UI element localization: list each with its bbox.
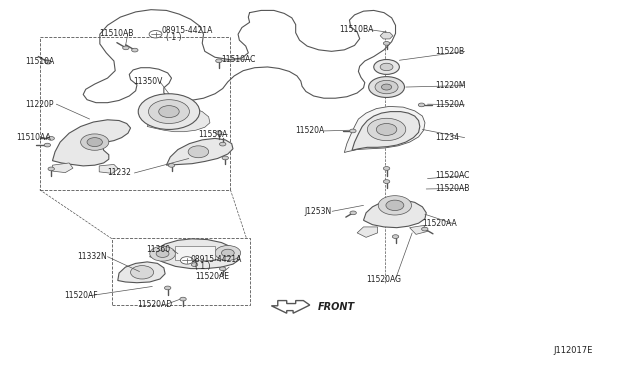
Circle shape: [374, 60, 399, 74]
Circle shape: [156, 250, 169, 257]
Polygon shape: [99, 164, 118, 173]
Polygon shape: [364, 200, 426, 228]
Polygon shape: [271, 301, 310, 313]
Text: 11520A: 11520A: [435, 100, 465, 109]
Circle shape: [48, 167, 54, 171]
Circle shape: [216, 59, 222, 62]
Text: 11520AF: 11520AF: [64, 291, 98, 300]
Circle shape: [383, 42, 390, 45]
Text: 11510AC: 11510AC: [221, 55, 255, 64]
Text: FRONT: FRONT: [318, 302, 355, 312]
Text: 11520AA: 11520AA: [422, 219, 457, 228]
Circle shape: [132, 48, 138, 52]
Circle shape: [375, 80, 398, 94]
Text: 11520AD: 11520AD: [138, 300, 173, 309]
Circle shape: [216, 131, 222, 135]
Bar: [40, 37, 230, 190]
Circle shape: [131, 266, 154, 279]
Text: 11220P: 11220P: [26, 100, 54, 109]
Circle shape: [159, 106, 179, 118]
Polygon shape: [352, 112, 420, 150]
Text: 11220M: 11220M: [435, 81, 466, 90]
Text: 11332N: 11332N: [77, 252, 106, 261]
Polygon shape: [410, 225, 428, 234]
Circle shape: [422, 227, 428, 231]
Circle shape: [188, 146, 209, 158]
Text: 11232: 11232: [108, 169, 131, 177]
Circle shape: [369, 77, 404, 97]
Text: J112017E: J112017E: [554, 346, 593, 355]
Circle shape: [149, 31, 162, 38]
Polygon shape: [118, 262, 165, 283]
Text: 11510BA: 11510BA: [339, 25, 374, 34]
Circle shape: [150, 246, 175, 261]
Text: ( 1 ): ( 1 ): [166, 33, 182, 42]
Circle shape: [45, 60, 51, 64]
Text: 11510AA: 11510AA: [16, 133, 51, 142]
Polygon shape: [166, 138, 233, 165]
Polygon shape: [380, 32, 393, 39]
Text: 11520B: 11520B: [435, 47, 465, 56]
Polygon shape: [52, 120, 131, 166]
Circle shape: [349, 129, 356, 133]
Circle shape: [81, 134, 109, 150]
Text: 11550A: 11550A: [198, 130, 228, 139]
Polygon shape: [175, 246, 215, 260]
Circle shape: [191, 263, 198, 266]
Circle shape: [164, 286, 171, 290]
Circle shape: [386, 200, 404, 211]
Text: 11350V: 11350V: [133, 77, 163, 86]
Polygon shape: [357, 227, 378, 237]
Polygon shape: [150, 239, 239, 269]
Text: 11520A: 11520A: [296, 126, 325, 135]
Circle shape: [87, 138, 102, 147]
Circle shape: [378, 196, 412, 215]
Circle shape: [48, 137, 54, 140]
Polygon shape: [147, 107, 210, 132]
Circle shape: [380, 63, 393, 71]
Circle shape: [220, 267, 226, 271]
Text: 11520AC: 11520AC: [435, 171, 470, 180]
Text: 08915-4421A: 08915-4421A: [191, 255, 242, 264]
Circle shape: [221, 249, 234, 257]
Text: ( 1 ): ( 1 ): [195, 262, 211, 271]
Circle shape: [168, 164, 175, 167]
Text: 11520AB: 11520AB: [435, 184, 470, 193]
Text: 11520AG: 11520AG: [366, 275, 401, 283]
Polygon shape: [52, 163, 73, 173]
Circle shape: [220, 142, 226, 146]
Circle shape: [148, 100, 189, 124]
Circle shape: [383, 180, 390, 183]
Circle shape: [44, 143, 51, 147]
Circle shape: [123, 46, 129, 50]
Polygon shape: [344, 106, 425, 153]
Text: 11510AB: 11510AB: [99, 29, 134, 38]
Circle shape: [376, 124, 397, 135]
Bar: [112, 238, 250, 305]
Circle shape: [367, 118, 406, 141]
Circle shape: [383, 167, 390, 170]
Circle shape: [215, 246, 241, 260]
Text: 11510A: 11510A: [26, 57, 55, 66]
Circle shape: [381, 84, 392, 90]
Circle shape: [222, 156, 228, 160]
Circle shape: [350, 211, 356, 215]
Text: 11520AE: 11520AE: [195, 272, 229, 280]
Text: 08915-4421A: 08915-4421A: [162, 26, 213, 35]
Text: 11360: 11360: [146, 246, 170, 254]
Circle shape: [180, 257, 193, 264]
Circle shape: [392, 235, 399, 238]
Polygon shape: [83, 10, 396, 103]
Circle shape: [419, 103, 425, 107]
Text: 11234: 11234: [435, 133, 460, 142]
Circle shape: [138, 94, 200, 129]
Circle shape: [180, 297, 186, 301]
Text: J1253N: J1253N: [304, 207, 332, 216]
